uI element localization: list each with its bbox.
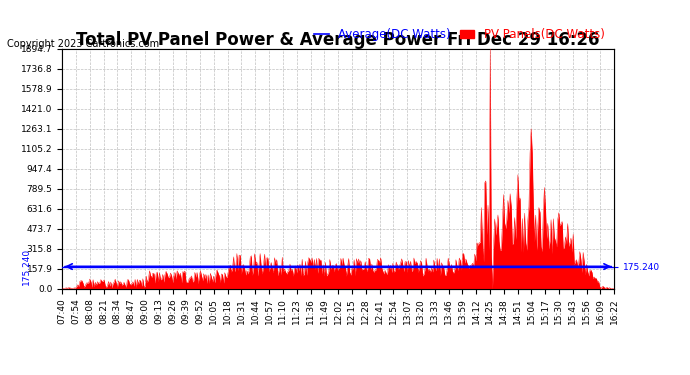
Title: Total PV Panel Power & Average Power Fri Dec 29 16:26: Total PV Panel Power & Average Power Fri… (77, 31, 600, 49)
Text: Copyright 2023 Cartronics.com: Copyright 2023 Cartronics.com (7, 39, 159, 50)
Text: 175.240: 175.240 (21, 248, 31, 285)
Legend: Average(DC Watts), PV Panels(DC Watts): Average(DC Watts), PV Panels(DC Watts) (310, 24, 609, 46)
